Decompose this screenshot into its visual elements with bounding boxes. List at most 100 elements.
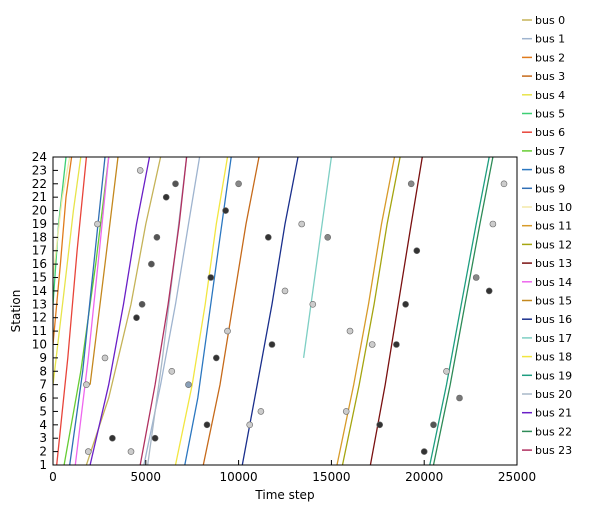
y-tick-label-23: 23 [32,163,47,177]
y-tick-label-14: 14 [32,284,47,298]
legend-label-bus-3: bus 3 [535,70,565,83]
x-tick-label-25000: 25000 [498,470,536,484]
legend-label-bus-14: bus 14 [535,276,572,289]
event-marker-8 [265,234,271,240]
y-tick-label-8: 8 [39,364,47,378]
event-marker-45 [173,181,179,187]
y-tick-label-6: 6 [39,391,47,405]
series-line-bus-11 [337,157,395,465]
x-tick-label-15000: 15000 [312,470,350,484]
legend-label-bus-0: bus 0 [535,14,565,27]
event-marker-5 [134,315,140,321]
event-marker-44 [154,234,160,240]
series-line-bus-13 [370,157,422,465]
event-marker-20 [247,422,253,428]
y-tick-label-11: 11 [32,324,47,338]
series-line-bus-22 [434,157,493,465]
event-marker-40 [325,234,331,240]
legend-label-bus-6: bus 6 [535,126,565,139]
y-tick-label-17: 17 [32,244,47,258]
event-marker-17 [457,395,463,401]
y-tick-label-13: 13 [32,297,47,311]
series-line-bus-17 [304,157,332,358]
event-marker-9 [269,342,275,348]
plot-area [53,157,507,465]
series-line-bus-0 [86,157,160,465]
event-marker-35 [369,342,375,348]
series-line-bus-12 [343,157,401,465]
event-marker-3 [377,422,383,428]
event-marker-33 [169,368,175,374]
legend-label-bus-18: bus 18 [535,351,572,364]
legend-label-bus-19: bus 19 [535,369,572,382]
x-axis-ticks: 0 5000 10000 15000 20000 25000 [49,460,536,484]
legend-label-bus-22: bus 22 [535,425,572,438]
event-marker-4 [421,449,427,455]
legend-label-bus-7: bus 7 [535,145,565,158]
event-marker-25 [83,382,89,388]
event-marker-26 [137,167,143,173]
event-marker-1 [152,435,158,441]
y-tick-label-24: 24 [32,150,47,164]
event-marker-24 [310,301,316,307]
event-marker-22 [282,288,288,294]
y-axis-title: Station [9,290,23,333]
event-marker-43 [139,301,145,307]
event-marker-19 [85,449,91,455]
event-marker-16 [431,422,437,428]
legend-label-bus-4: bus 4 [535,89,565,102]
x-tick-label-0: 0 [49,470,57,484]
series-line-bus-19 [430,157,489,465]
event-marker-18 [128,449,134,455]
x-tick-label-20000: 20000 [405,470,443,484]
x-axis-title: Time step [254,488,314,502]
legend-label-bus-2: bus 2 [535,51,565,64]
event-marker-6 [163,194,169,200]
event-marker-39 [408,181,414,187]
legend-label-bus-16: bus 16 [535,313,572,326]
event-marker-34 [225,328,231,334]
y-tick-label-3: 3 [39,431,47,445]
y-tick-label-5: 5 [39,404,47,418]
legend-label-bus-13: bus 13 [535,257,572,270]
event-marker-23 [299,221,305,227]
event-marker-7 [223,208,229,214]
x-tick-label-10000: 10000 [220,470,258,484]
event-marker-28 [347,328,353,334]
legend-label-bus-23: bus 23 [535,444,572,457]
event-marker-42 [148,261,154,267]
y-tick-label-2: 2 [39,445,47,459]
legend-label-bus-12: bus 12 [535,238,572,251]
event-marker-11 [208,275,214,281]
y-tick-label-15: 15 [32,271,47,285]
legend-label-bus-8: bus 8 [535,164,565,177]
legend-label-bus-15: bus 15 [535,295,572,308]
legend-label-bus-21: bus 21 [535,407,572,420]
event-marker-29 [343,408,349,414]
y-tick-label-10: 10 [32,337,47,351]
event-marker-2 [204,422,210,428]
legend-label-bus-17: bus 17 [535,332,572,345]
event-marker-30 [490,221,496,227]
y-tick-label-9: 9 [39,351,47,365]
event-marker-27 [95,221,101,227]
event-marker-32 [102,355,108,361]
event-marker-36 [444,368,450,374]
legend-label-bus-10: bus 10 [535,201,572,214]
series-line-bus-5 [53,157,66,304]
legend-label-bus-11: bus 11 [535,220,572,233]
legend-label-bus-20: bus 20 [535,388,572,401]
y-tick-label-1: 1 [39,458,47,472]
event-marker-21 [258,408,264,414]
legend-label-bus-5: bus 5 [535,108,565,121]
y-tick-label-22: 22 [32,177,47,191]
series-line-bus-1 [144,157,200,465]
event-marker-38 [236,181,242,187]
y-tick-label-21: 21 [32,190,47,204]
y-tick-label-4: 4 [39,418,47,432]
series-line-bus-14 [75,157,108,465]
y-tick-label-19: 19 [32,217,47,231]
legend: bus 0 bus 1 bus 2 bus 3 bus 4 bus 5 bus 6 bus 7… [522,14,572,457]
